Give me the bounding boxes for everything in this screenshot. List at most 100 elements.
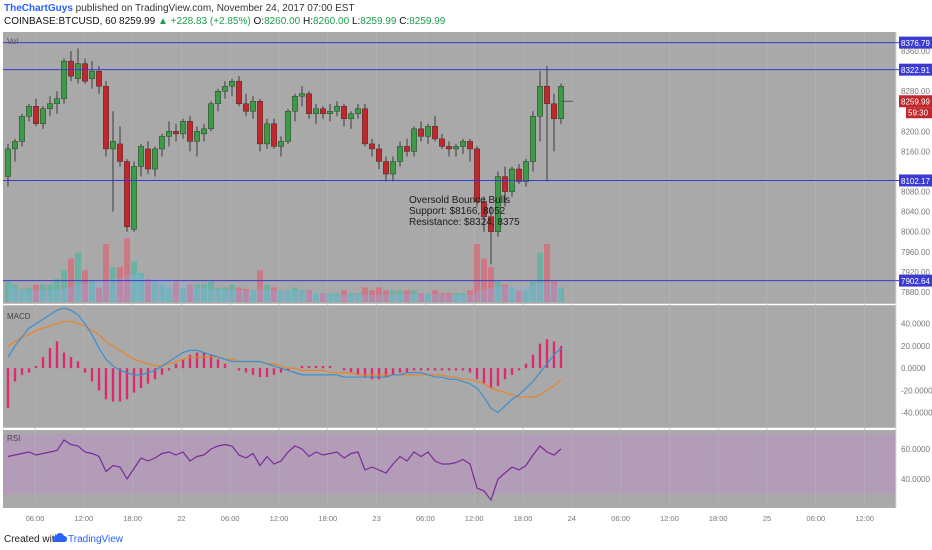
candle-body xyxy=(460,141,467,147)
volume-bar xyxy=(390,290,396,302)
volume-bar xyxy=(439,293,445,302)
volume-bar xyxy=(558,287,564,302)
footer: Created with TradingView xyxy=(0,528,932,550)
candle-body xyxy=(95,70,102,87)
macd-axis-tick: -40.0000 xyxy=(901,409,932,418)
volume-bar xyxy=(313,293,319,302)
volume-bar xyxy=(250,290,256,302)
candle-body xyxy=(67,60,74,77)
candle-body xyxy=(264,123,271,145)
volume-pane-label: Vol xyxy=(7,37,18,46)
volume-bar xyxy=(495,281,501,302)
level-label-bg xyxy=(899,63,932,76)
price-change: ▲ +228.83 (+2.85%) xyxy=(157,16,251,27)
candle-body xyxy=(33,106,40,125)
volume-bar xyxy=(264,284,270,302)
level-label-bg xyxy=(899,174,932,187)
time-axis-tick: 24 xyxy=(568,514,576,523)
volume-bar xyxy=(124,238,130,302)
volume-bar xyxy=(341,290,347,302)
last-price-label: 8259.99 xyxy=(901,98,930,107)
candle-body xyxy=(313,108,320,114)
price-axis-tick: 8000.00 xyxy=(901,228,930,237)
volume-bar xyxy=(47,284,53,302)
volume-bar xyxy=(26,287,32,302)
author-link[interactable]: TheChartGuys xyxy=(4,3,73,14)
time-axis-tick: 06:00 xyxy=(26,514,45,523)
candle-body xyxy=(123,161,130,227)
candle-body xyxy=(11,141,18,150)
volume-ma-area xyxy=(8,274,561,302)
time-axis-tick: 25 xyxy=(763,514,771,523)
candle-body xyxy=(558,85,565,120)
volume-bar xyxy=(152,281,158,302)
time-axis-tick: 18:00 xyxy=(123,514,142,523)
price-axis-tick: 8080.00 xyxy=(901,188,930,197)
time-axis-tick: 18:00 xyxy=(709,514,728,523)
created-with-text: Created with xyxy=(4,534,61,545)
volume-bar xyxy=(271,287,277,302)
volume-bar xyxy=(488,267,494,302)
volume-bar xyxy=(425,293,431,302)
volume-bar xyxy=(187,284,193,302)
candle-body xyxy=(235,80,242,104)
candle-body xyxy=(186,121,193,142)
time-axis-tick: 23 xyxy=(372,514,380,523)
candle-body xyxy=(369,143,376,150)
volume-bar xyxy=(285,290,291,302)
candle-body xyxy=(481,201,488,217)
time-axis-tick: 18:00 xyxy=(514,514,533,523)
publish-line: TheChartGuys published on TradingView.co… xyxy=(4,3,355,14)
volume-bar xyxy=(173,281,179,302)
tradingview-brand[interactable]: TradingView xyxy=(68,534,124,545)
candle-body xyxy=(285,111,292,142)
symbol-label[interactable]: COINBASE:BTCUSD, 60 xyxy=(4,16,117,27)
level-label: 7902.64 xyxy=(901,277,930,286)
time-axis-tick: 12:00 xyxy=(74,514,93,523)
volume-bar xyxy=(369,290,375,302)
candle-body xyxy=(26,106,33,117)
candle-body xyxy=(341,106,348,120)
candle-body xyxy=(54,98,61,104)
volume-bar xyxy=(383,290,389,302)
volume-bar xyxy=(229,284,235,302)
chart-area[interactable]: 8376.79 8322.91 8102.17 7902.64 8360.00 8280.… xyxy=(0,0,932,528)
volume-bar xyxy=(222,287,228,302)
candle-body xyxy=(61,60,68,99)
rsi-pane-label: RSI xyxy=(7,434,20,443)
candle-body xyxy=(544,85,551,104)
candle-body xyxy=(376,148,383,162)
rsi-line xyxy=(7,439,562,502)
candle-body xyxy=(383,161,390,175)
volume-bar xyxy=(327,293,333,302)
candle-body xyxy=(207,103,214,130)
volume-bar xyxy=(278,290,284,302)
candle-body xyxy=(362,108,369,145)
candle-body xyxy=(495,176,502,232)
volume-bar xyxy=(516,290,522,302)
time-axis-tick: 12:00 xyxy=(660,514,679,523)
price-axis-tick: 8040.00 xyxy=(901,208,930,217)
macd-axis-tick: 40.0000 xyxy=(901,320,930,329)
last-price-bg xyxy=(899,95,932,108)
annotation-line: Support: $8166, 8052 xyxy=(409,206,506,217)
high-value: 8260.00 xyxy=(313,16,350,27)
macd-axis-tick: -20.0000 xyxy=(901,386,932,395)
tradingview-cloud-icon xyxy=(53,533,67,542)
volume-bar xyxy=(89,281,95,302)
level-label-bg xyxy=(899,274,932,287)
candle-body xyxy=(221,85,228,92)
volume-bar xyxy=(502,284,508,302)
candle-body xyxy=(551,103,558,120)
macd-pane-bg xyxy=(3,305,896,428)
annotation-line: Resistance: $8324, 8375 xyxy=(409,217,520,228)
price-axis-tick: 7880.00 xyxy=(901,288,930,297)
time-axis-tick: 22 xyxy=(177,514,185,523)
volume-bar xyxy=(208,281,214,302)
price-axis-tick: 7920.00 xyxy=(901,268,930,277)
macd-axis-tick: 20.0000 xyxy=(901,342,930,351)
candle-body xyxy=(404,146,411,152)
time-axis-tick: 06:00 xyxy=(806,514,825,523)
volume-bar xyxy=(418,293,424,302)
volume-bar xyxy=(397,290,403,302)
